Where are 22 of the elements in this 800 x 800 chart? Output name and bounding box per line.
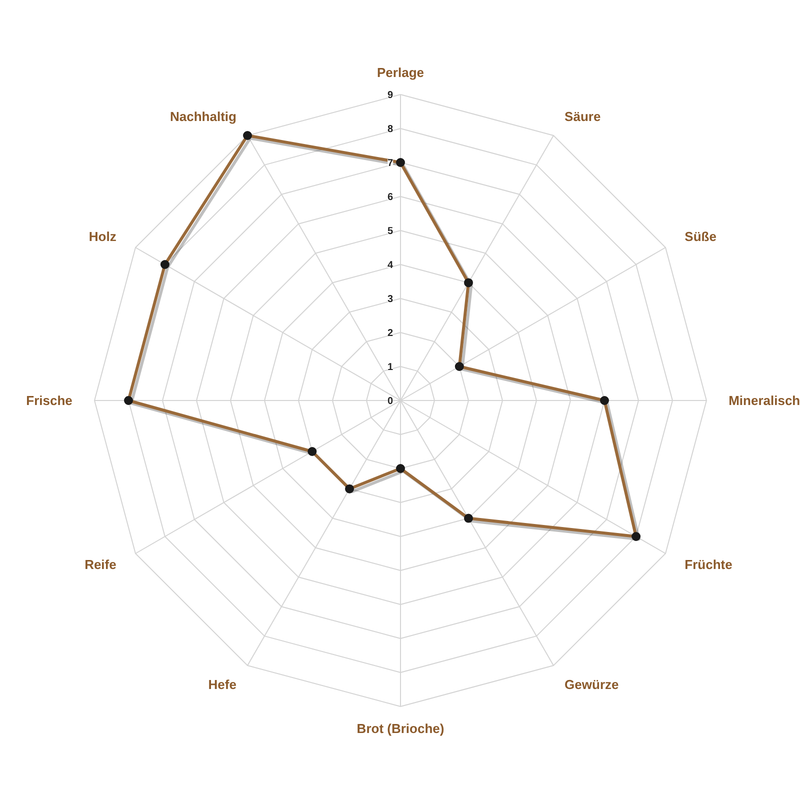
y-tick-label: 5: [388, 226, 394, 237]
y-tick-label: 8: [388, 124, 394, 135]
spoke-label: Frische: [26, 393, 72, 408]
spoke-label: Hefe: [208, 677, 236, 692]
spoke-label: Süße: [684, 228, 716, 244]
y-tick-label: 0: [388, 396, 394, 407]
spoke-label: Mineralisch: [728, 393, 800, 408]
y-tick-label: 4: [388, 260, 394, 271]
y-tick-label: 2: [388, 328, 394, 339]
spoke-label: Reife: [84, 557, 116, 572]
spoke-label: Holz: [88, 228, 117, 244]
spoke-label: Perlage: [377, 64, 424, 80]
spoke-label: Brot (Brioche): [356, 721, 444, 736]
spoke-label: Säure: [564, 108, 601, 124]
y-tick-label: 7: [388, 158, 394, 169]
spoke-label: Früchte: [684, 557, 732, 572]
spoke-label: Gewürze: [564, 677, 619, 692]
y-tick-label: 3: [388, 294, 394, 305]
y-tick-label: 6: [388, 192, 394, 203]
y-tick-label: 9: [388, 90, 394, 101]
spoke-label: Nachhaltig: [170, 108, 237, 124]
y-tick-label: 1: [388, 362, 394, 373]
